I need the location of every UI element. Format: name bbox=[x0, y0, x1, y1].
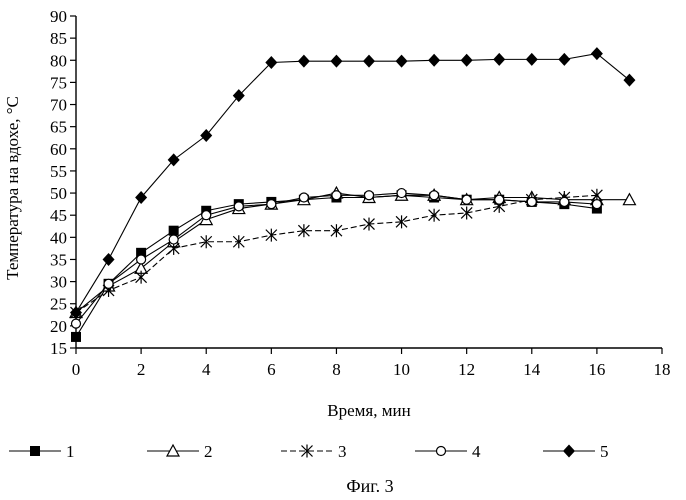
figure-caption: Фиг. 3 bbox=[346, 476, 393, 496]
y-tick-label: 40 bbox=[50, 228, 67, 247]
data-point-open-circle bbox=[299, 193, 308, 202]
x-tick-label: 0 bbox=[72, 360, 81, 379]
x-tick-label: 12 bbox=[458, 360, 475, 379]
y-tick-label: 65 bbox=[50, 118, 67, 137]
data-point-open-circle bbox=[169, 235, 178, 244]
data-point-filled-diamond bbox=[623, 74, 635, 87]
data-point-asterisk bbox=[136, 271, 147, 284]
legend-item-1: 1 bbox=[9, 442, 75, 461]
data-point-filled-diamond bbox=[103, 253, 115, 266]
y-tick-label: 85 bbox=[50, 29, 67, 48]
data-point-open-circle bbox=[397, 189, 406, 198]
data-point-filled-diamond bbox=[526, 53, 538, 66]
data-point-filled-diamond bbox=[298, 55, 310, 68]
data-point-filled-diamond bbox=[563, 445, 575, 458]
data-point-open-circle bbox=[234, 202, 243, 211]
data-point-asterisk bbox=[233, 235, 244, 248]
data-point-open-circle bbox=[527, 197, 536, 206]
x-tick-label: 14 bbox=[523, 360, 541, 379]
series-line-5 bbox=[76, 54, 629, 313]
data-point-filled-diamond bbox=[493, 53, 505, 66]
y-tick-label: 90 bbox=[50, 7, 67, 26]
data-point-filled-diamond bbox=[428, 54, 440, 67]
legend-item-3: 3 bbox=[281, 442, 347, 461]
data-point-filled-diamond bbox=[330, 55, 342, 68]
legend-label: 4 bbox=[472, 442, 481, 461]
legend-item-2: 2 bbox=[147, 442, 213, 461]
data-point-open-circle bbox=[104, 279, 113, 288]
y-tick-label: 30 bbox=[50, 273, 67, 292]
y-tick-label: 80 bbox=[50, 51, 67, 70]
data-point-filled-diamond bbox=[591, 47, 603, 60]
data-point-filled-diamond bbox=[363, 55, 375, 68]
y-tick-label: 60 bbox=[50, 140, 67, 159]
y-tick-label: 25 bbox=[50, 295, 67, 314]
axes: 15 20 25 30 35 40 45 50 55 60 65 70 75 80 85 90 0 2 4 6 8 10 1… bbox=[50, 7, 671, 379]
data-point-open-circle bbox=[72, 319, 81, 328]
data-point-asterisk bbox=[331, 224, 342, 237]
x-tick-label: 8 bbox=[332, 360, 341, 379]
x-tick-label: 2 bbox=[137, 360, 146, 379]
y-tick-label: 35 bbox=[50, 250, 67, 269]
series-2 bbox=[70, 187, 635, 318]
data-point-open-circle bbox=[430, 191, 439, 200]
x-tick-label: 6 bbox=[267, 360, 276, 379]
x-tick-label: 4 bbox=[202, 360, 211, 379]
data-point-open-circle bbox=[365, 191, 374, 200]
legend-item-4: 4 bbox=[415, 442, 481, 461]
data-point-open-circle bbox=[267, 200, 276, 209]
data-point-open-circle bbox=[592, 200, 601, 209]
series-1 bbox=[71, 190, 602, 342]
data-point-open-circle bbox=[202, 211, 211, 220]
legend-label: 1 bbox=[66, 442, 75, 461]
x-tick-label: 18 bbox=[654, 360, 671, 379]
series-4 bbox=[72, 189, 602, 329]
series-5 bbox=[70, 47, 635, 319]
data-point-open-circle bbox=[437, 447, 446, 456]
data-point-open-circle bbox=[560, 197, 569, 206]
data-point-open-circle bbox=[137, 255, 146, 264]
data-point-open-circle bbox=[332, 191, 341, 200]
y-tick-label: 70 bbox=[50, 96, 67, 115]
data-point-filled-square bbox=[169, 226, 179, 236]
data-point-open-circle bbox=[495, 195, 504, 204]
data-point-filled-diamond bbox=[396, 55, 408, 68]
data-point-asterisk bbox=[429, 209, 440, 222]
legend-label: 2 bbox=[204, 442, 213, 461]
y-tick-label: 75 bbox=[50, 73, 67, 92]
data-point-filled-square bbox=[30, 446, 40, 456]
y-tick-label: 50 bbox=[50, 184, 67, 203]
legend-label: 3 bbox=[338, 442, 347, 461]
y-tick-label: 20 bbox=[50, 317, 67, 336]
series-layer bbox=[70, 47, 635, 342]
y-tick-label: 45 bbox=[50, 206, 67, 225]
x-tick-label: 10 bbox=[393, 360, 410, 379]
y-tick-label: 15 bbox=[50, 339, 67, 358]
legend: 1 2 3 4 5 bbox=[9, 442, 609, 461]
series-line-2 bbox=[76, 193, 629, 313]
x-tick-label: 16 bbox=[588, 360, 605, 379]
data-point-filled-square bbox=[71, 332, 81, 342]
legend-label: 5 bbox=[600, 442, 609, 461]
data-point-filled-diamond bbox=[461, 54, 473, 67]
y-tick-label: 55 bbox=[50, 162, 67, 181]
series-line-3 bbox=[76, 195, 597, 312]
y-axis-title: Температура на вдохе, °С bbox=[3, 96, 22, 280]
data-point-open-circle bbox=[462, 195, 471, 204]
data-point-filled-diamond bbox=[558, 53, 570, 66]
legend-item-5: 5 bbox=[543, 442, 609, 461]
x-axis-title: Время, мин bbox=[327, 401, 410, 420]
